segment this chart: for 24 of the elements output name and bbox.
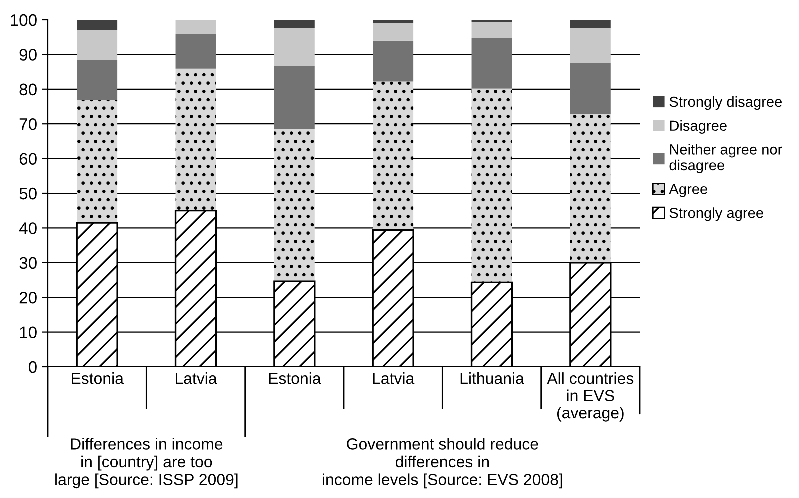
y-tick-label: 0	[28, 361, 37, 374]
legend-label: Strongly disagree	[670, 96, 782, 110]
legend-label: Strongly agree	[670, 208, 764, 222]
x-tick-label: Lithuania	[460, 372, 524, 384]
y-tick-label: 60	[20, 153, 37, 166]
y-tick-label: 20	[20, 292, 37, 304]
x-tick-label: All countries in EVS (average)	[547, 372, 634, 422]
y-tick-label: 100	[11, 14, 37, 26]
x-tick-label: Estonia	[72, 372, 124, 384]
legend-label: Agree	[669, 184, 708, 198]
y-tick-label: 70	[20, 118, 37, 130]
y-tick-label: 50	[20, 188, 37, 200]
y-tick-label: 10	[20, 326, 37, 339]
legend-label: Disagree	[670, 120, 727, 134]
x-tick-label: Latvia	[176, 372, 218, 384]
text: Government should reduce differences in income levels [Source: EVS 2008]	[322, 438, 562, 489]
y-tick-label: 40	[19, 222, 37, 234]
text: Differences in income in [country] are too large [Source: ISSP 2009]	[56, 438, 238, 489]
y-tick-label: 30	[20, 257, 37, 270]
legend-label: Neither agree nor disagree	[670, 144, 782, 174]
x-tick-label: Estonia	[269, 372, 322, 384]
y-tick-label: 80	[20, 84, 37, 96]
y-tick-label: 90	[20, 49, 37, 61]
x-tick-label: Latvia	[373, 372, 415, 384]
